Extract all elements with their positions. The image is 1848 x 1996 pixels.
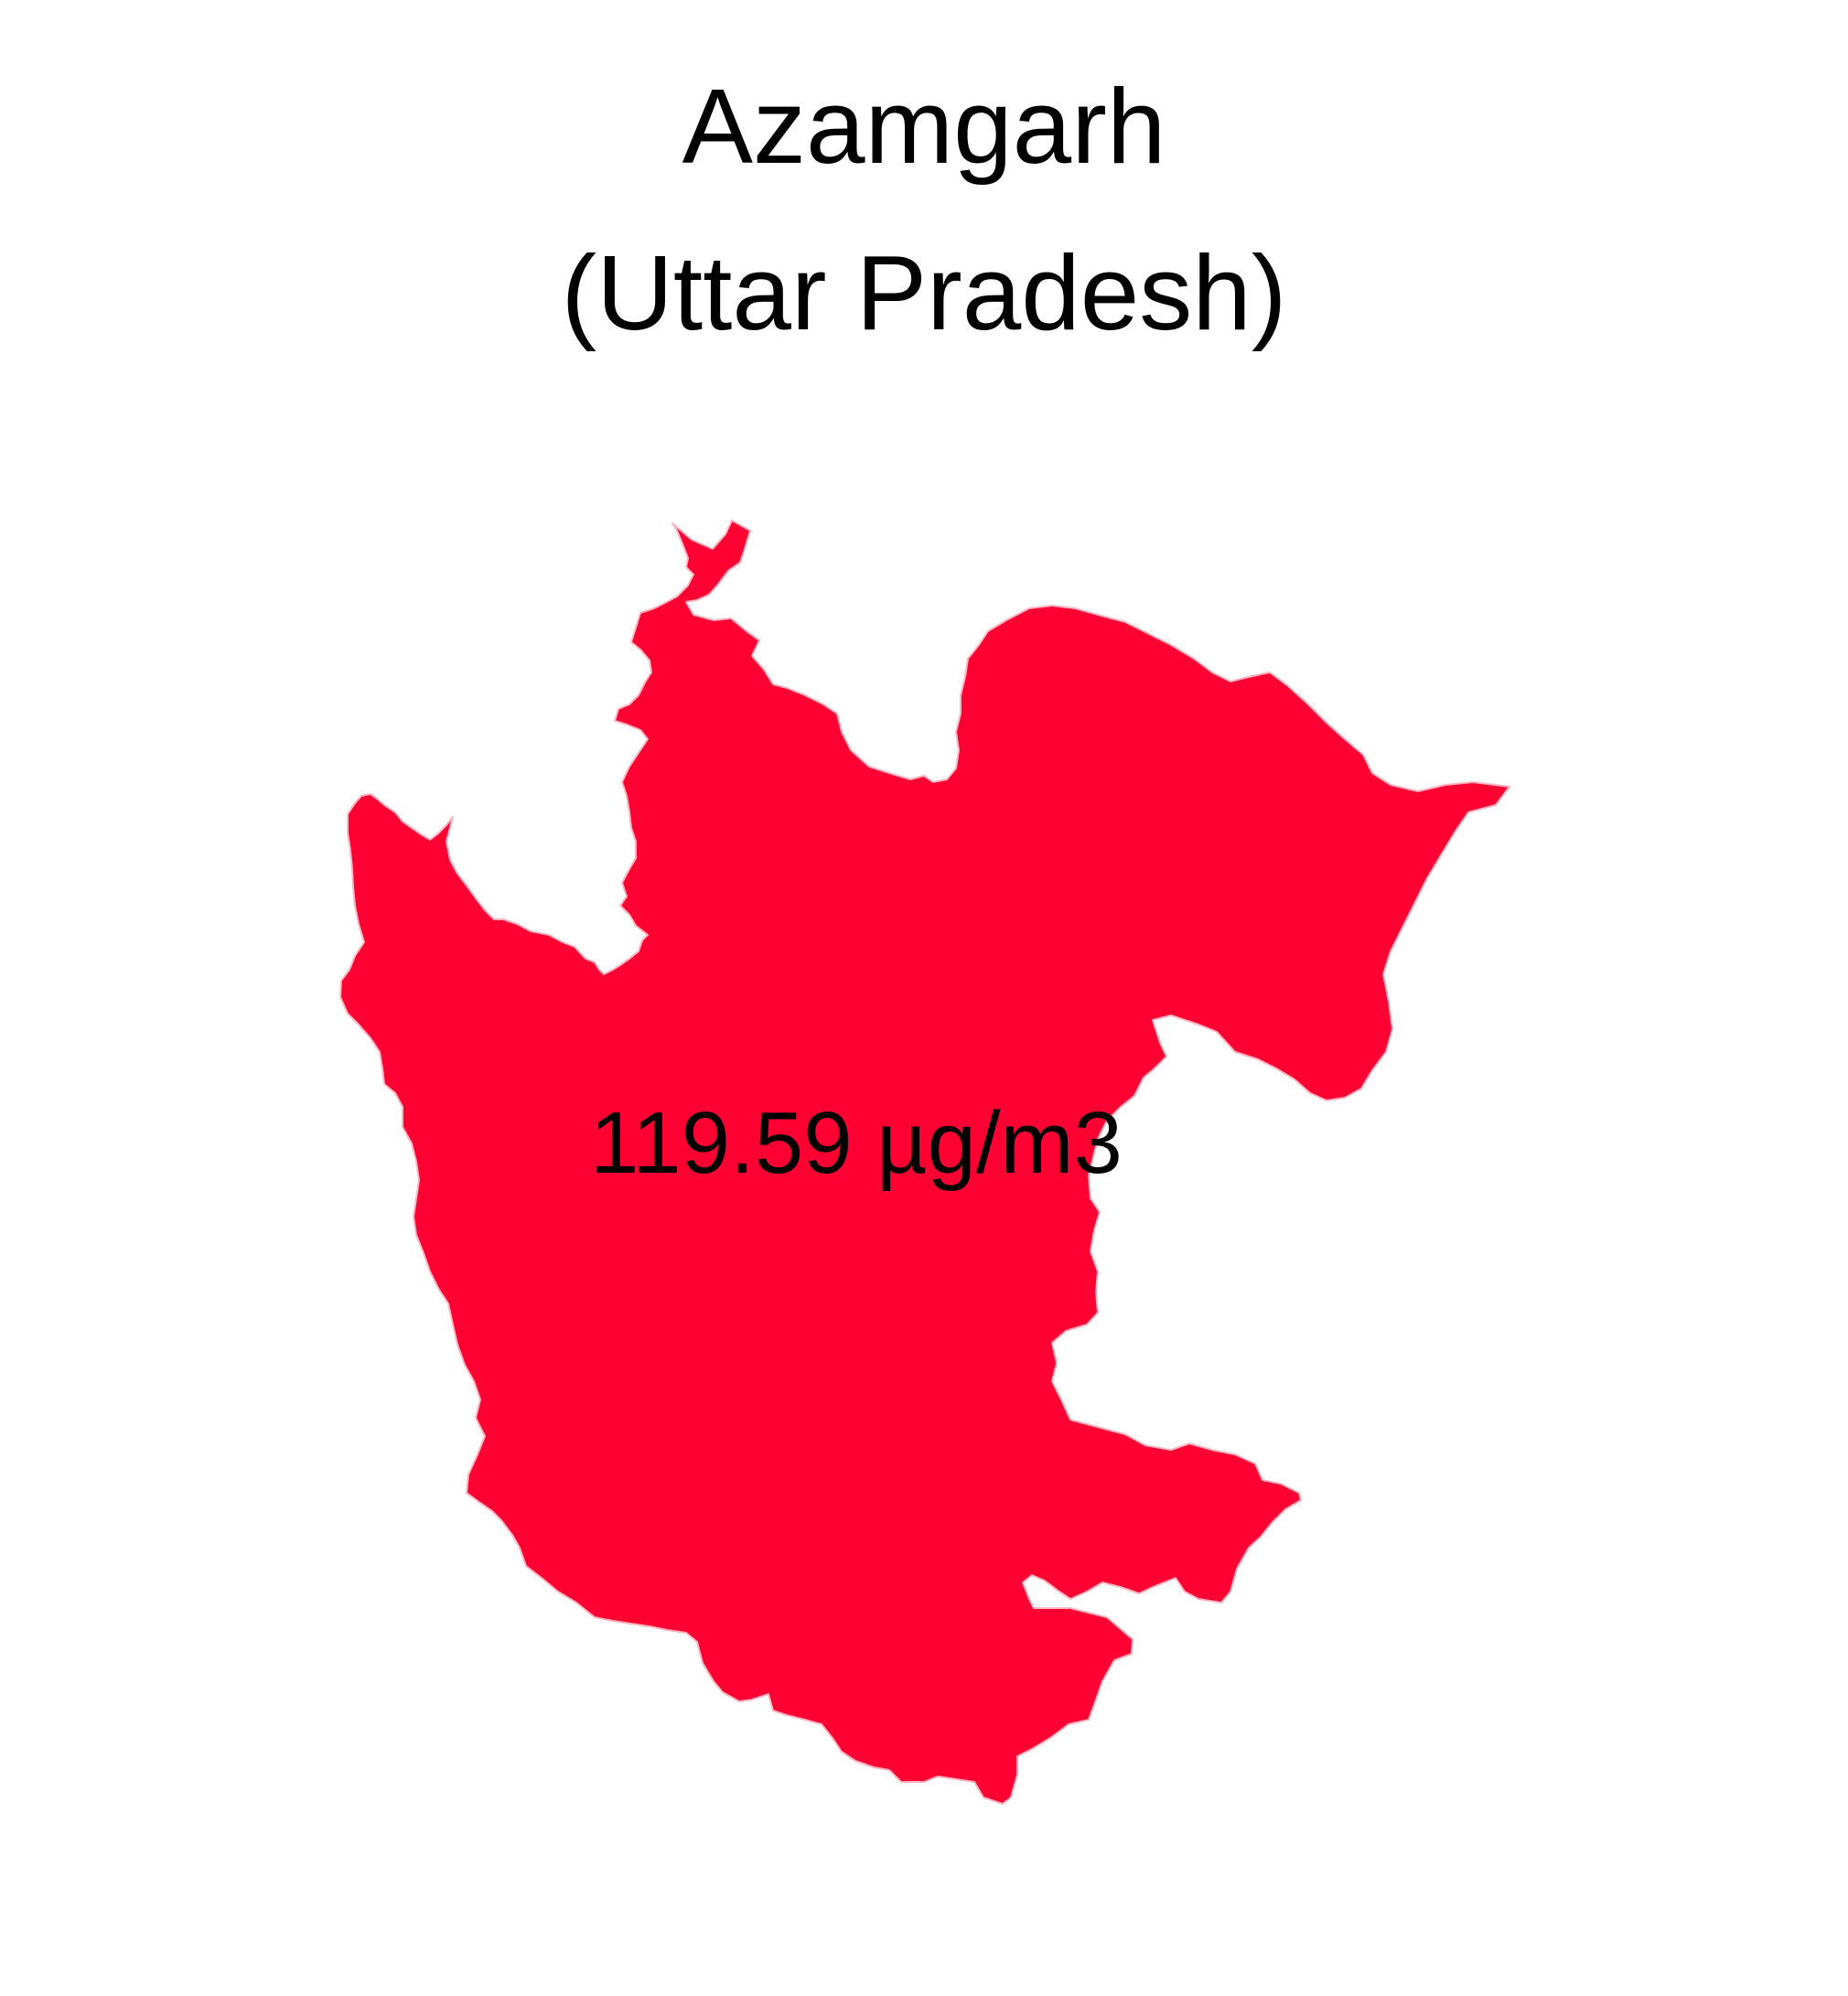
map-subtitle: (Uttar Pradesh) <box>561 233 1287 352</box>
map-title: Azamgarh <box>682 67 1166 186</box>
district-value-label: 119.59 µg/m3 <box>590 1094 1123 1192</box>
district-shape <box>339 520 1510 1805</box>
